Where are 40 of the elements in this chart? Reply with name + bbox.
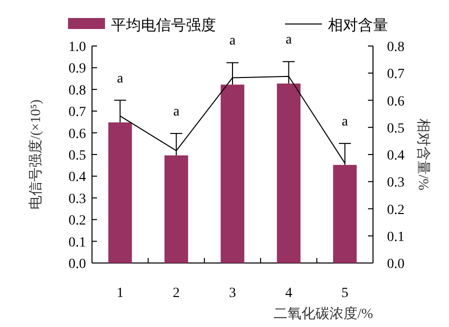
annotation: a: [116, 71, 124, 86]
y2-tick-label: 0.3: [387, 176, 404, 191]
y-tick-label: 0.5: [68, 148, 86, 164]
y-tick-label: 0.0: [68, 257, 86, 272]
y2-tick-label: 0.6: [387, 94, 404, 110]
y-tick-label: 0.4: [68, 170, 86, 186]
y2-tick-label: 0.7: [387, 67, 404, 82]
bar: [220, 84, 244, 263]
y-axis-title: 电信号强度/(×10⁵): [28, 99, 44, 210]
x-tick-label: 3: [229, 286, 236, 301]
y-tick-label: 0.3: [68, 192, 86, 207]
y-tick-label: 1.0: [68, 40, 86, 55]
y2-tick-label: 0.1: [387, 230, 404, 245]
annotation: a: [229, 34, 236, 49]
bar: [108, 122, 132, 263]
x-tick-label: 5: [341, 286, 348, 301]
y2-tick-label: 0.4: [387, 148, 404, 164]
y-tick-label: 0.2: [68, 214, 86, 229]
annotation: a: [173, 104, 180, 120]
x-axis-title: 二氧化碳浓度/%: [273, 306, 374, 322]
y-tick-label: 0.9: [68, 62, 86, 77]
y2-tick-label: 0.8: [387, 40, 404, 55]
y2-axis-title: 相对含量/%: [415, 118, 431, 191]
bar: [333, 164, 357, 263]
y-tick-label: 0.6: [68, 126, 86, 142]
annotation: a: [342, 114, 349, 130]
bar: [164, 155, 188, 263]
y2-tick-label: 0.0: [387, 257, 404, 272]
legend-label: 相对含量: [328, 17, 388, 34]
x-tick-label: 4: [285, 286, 292, 301]
annotation: a: [286, 32, 293, 48]
x-tick-label: 2: [172, 286, 180, 301]
y-tick-label: 0.7: [68, 105, 86, 120]
y2-tick-label: 0.5: [387, 121, 404, 136]
legend-label: 平均电信号强度: [111, 17, 216, 34]
x-tick-label: 1: [116, 286, 124, 301]
y-tick-label: 0.8: [68, 83, 86, 98]
y2-tick-label: 0.2: [387, 202, 404, 218]
y-tick-label: 0.1: [68, 235, 86, 250]
bar: [276, 84, 300, 263]
